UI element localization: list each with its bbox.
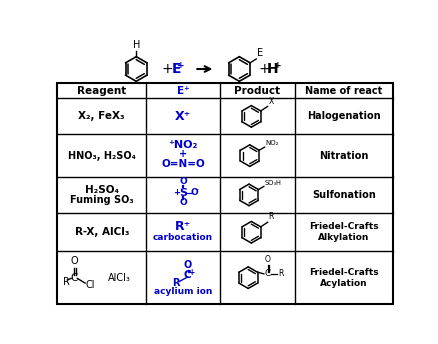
Text: Friedel-Crafts: Friedel-Crafts: [308, 268, 378, 277]
Text: S: S: [179, 187, 187, 197]
Text: Halogenation: Halogenation: [307, 111, 380, 121]
Text: H: H: [266, 62, 278, 76]
Text: R⁺: R⁺: [175, 219, 191, 233]
Text: R: R: [63, 277, 70, 287]
Text: E: E: [171, 62, 181, 76]
Text: O=N=O: O=N=O: [161, 159, 205, 169]
Text: Cl: Cl: [86, 280, 95, 290]
Text: Name of react: Name of react: [305, 86, 381, 96]
Text: R: R: [277, 269, 283, 278]
Text: E: E: [257, 48, 262, 58]
Text: R-X, AlCl₃: R-X, AlCl₃: [74, 227, 129, 237]
Text: Reagent: Reagent: [77, 86, 126, 96]
Text: O: O: [70, 256, 78, 266]
Text: X⁺: X⁺: [175, 110, 191, 123]
Text: +: +: [177, 62, 184, 71]
Text: O: O: [190, 188, 198, 197]
Text: +: +: [161, 62, 173, 76]
Text: X₂, FeX₃: X₂, FeX₃: [78, 111, 125, 121]
Text: +: +: [258, 62, 269, 76]
Text: O: O: [179, 198, 187, 207]
Text: H₂SO₄: H₂SO₄: [85, 184, 119, 194]
Text: carbocation: carbocation: [153, 233, 213, 242]
Text: R: R: [171, 278, 179, 288]
Text: Sulfonation: Sulfonation: [311, 190, 375, 200]
Text: Acylation: Acylation: [319, 279, 367, 288]
Text: SO₃H: SO₃H: [264, 180, 281, 186]
Text: ⁻: ⁻: [194, 186, 199, 195]
Text: O: O: [179, 177, 187, 186]
Text: C: C: [264, 269, 270, 278]
Text: ⁺NO₂: ⁺NO₂: [168, 140, 198, 150]
Text: +: +: [179, 149, 187, 159]
Text: X: X: [268, 97, 273, 106]
Text: O: O: [183, 260, 191, 270]
Text: +: +: [188, 268, 194, 277]
Text: C: C: [184, 270, 191, 280]
Text: Alkylation: Alkylation: [318, 233, 369, 242]
Text: +: +: [173, 188, 180, 197]
Text: Product: Product: [234, 86, 280, 96]
Text: R: R: [268, 213, 273, 222]
Text: AlCl₃: AlCl₃: [107, 273, 130, 283]
Text: Fuming SO₃: Fuming SO₃: [70, 195, 133, 205]
Text: HNO₃, H₂SO₄: HNO₃, H₂SO₄: [67, 151, 135, 161]
Text: Friedel-Crafts: Friedel-Crafts: [308, 222, 378, 232]
Text: acylium ion: acylium ion: [154, 287, 212, 296]
Text: C: C: [71, 273, 78, 283]
Text: O: O: [264, 255, 270, 264]
Bar: [57, 83, 392, 304]
Text: E⁺: E⁺: [177, 86, 189, 96]
Text: NO₂: NO₂: [265, 140, 278, 147]
Text: H: H: [132, 40, 140, 50]
Text: +: +: [274, 62, 281, 71]
Text: Nitration: Nitration: [318, 151, 368, 161]
